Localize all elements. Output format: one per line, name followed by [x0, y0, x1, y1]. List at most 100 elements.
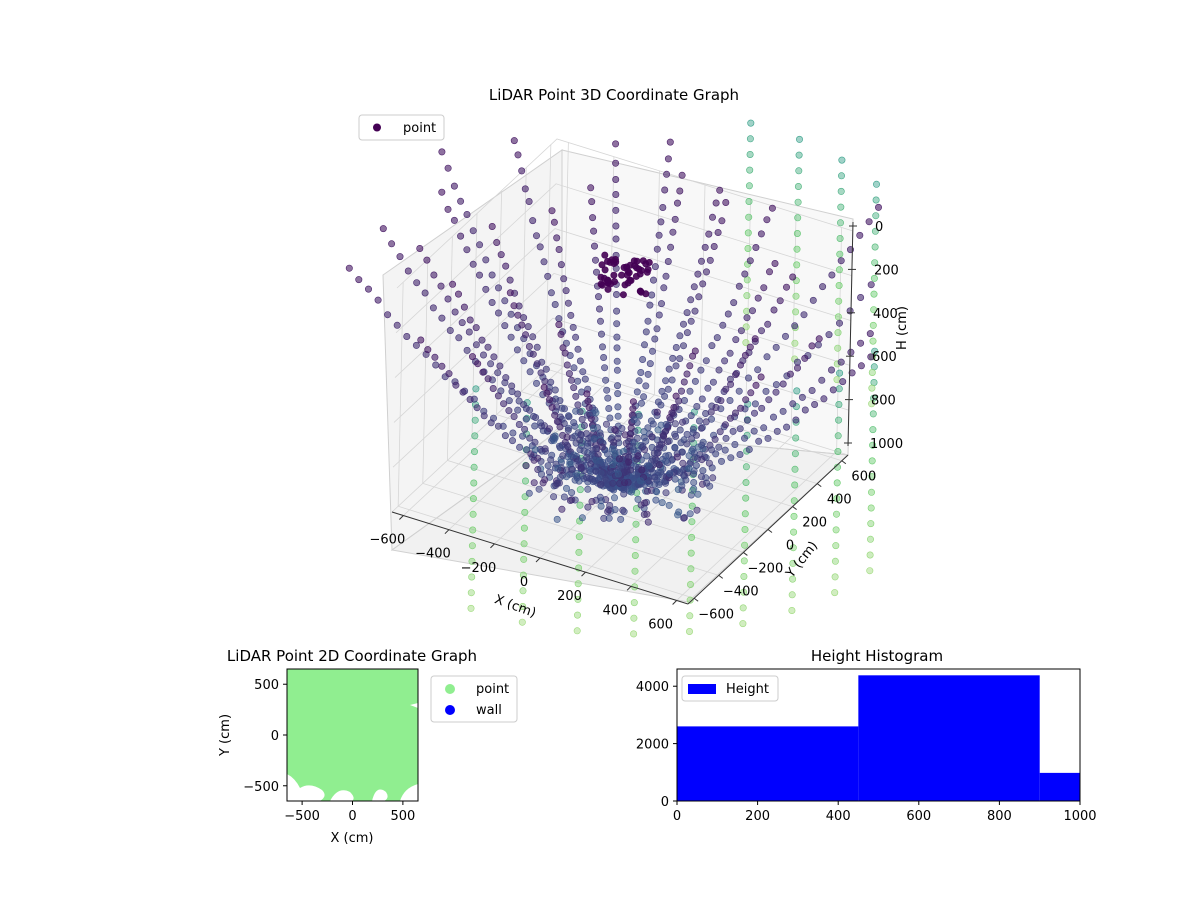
lidar-point	[566, 496, 574, 504]
lidar-point	[602, 376, 610, 384]
lidar-point	[468, 557, 476, 565]
lidar-point	[529, 217, 537, 225]
lidar-point	[555, 442, 563, 450]
lidar-point	[820, 395, 828, 403]
lidar-point	[413, 279, 421, 287]
lidar-point	[638, 466, 646, 474]
lidar-point	[551, 300, 559, 308]
lidar-point	[643, 452, 651, 460]
lidar-point	[793, 358, 801, 366]
lidar-point	[837, 203, 845, 211]
lidar-point	[697, 424, 705, 432]
lidar-point	[867, 353, 875, 361]
lidar-point	[642, 328, 650, 336]
lidar-point	[484, 343, 492, 351]
lidar-point	[589, 409, 597, 417]
lidar-point	[592, 268, 600, 276]
lidar-point	[630, 614, 638, 622]
lidar-point	[782, 283, 790, 291]
y-tick-label-histogram: 2000	[636, 738, 669, 753]
lidar-point	[666, 138, 674, 146]
lidar-point	[497, 251, 505, 259]
lidar-point	[560, 493, 568, 501]
lidar-point	[837, 358, 845, 366]
lidar-point	[835, 416, 843, 424]
lidar-point	[736, 425, 744, 433]
lidar-point	[708, 446, 716, 454]
lidar-point	[711, 435, 719, 443]
lidar-point	[866, 551, 874, 559]
lidar-point	[591, 256, 599, 264]
lidar-point	[566, 458, 574, 466]
lidar-point	[513, 346, 521, 354]
lidar-point	[698, 455, 706, 463]
lidar-point	[651, 263, 659, 271]
z-axis-label: H (cm)	[895, 306, 910, 350]
lidar-point	[750, 427, 758, 435]
lidar-point	[597, 480, 605, 488]
lidar-point	[815, 335, 823, 343]
lidar-point	[473, 404, 481, 412]
lidar-point	[640, 510, 648, 518]
lidar-point	[680, 378, 688, 386]
lidar-point	[438, 314, 446, 322]
lidar-point	[597, 273, 605, 281]
lidar-point	[438, 148, 446, 156]
lidar-point	[811, 400, 819, 408]
lidar-point	[710, 243, 718, 251]
lidar-point	[555, 315, 563, 323]
lidar-point	[871, 243, 879, 251]
lidar-point	[449, 280, 457, 288]
lidar-point	[798, 393, 806, 401]
lidar-point	[678, 448, 686, 456]
lidar-point	[697, 366, 705, 374]
lidar-point	[683, 329, 691, 337]
lidar-point	[713, 334, 721, 342]
lidar-point	[501, 322, 509, 330]
lidar-point	[520, 524, 528, 532]
lidar-point	[471, 416, 479, 424]
lidar-point	[521, 477, 529, 485]
lidar-point	[526, 406, 534, 414]
lidar-point	[632, 536, 640, 544]
lidar-point	[612, 176, 620, 184]
lidar-point	[620, 469, 628, 477]
y-tick-mark	[816, 483, 822, 488]
lidar-point	[627, 488, 635, 496]
lidar-point	[836, 219, 844, 227]
lidar-point	[857, 339, 865, 347]
lidar-point	[659, 204, 667, 212]
lidar-point	[648, 347, 656, 355]
lidar-point	[680, 514, 688, 522]
lidar-point	[432, 361, 440, 369]
lidar-point	[779, 380, 787, 388]
lidar-point	[833, 479, 841, 487]
lidar-point	[625, 458, 633, 466]
lidar-point	[574, 580, 582, 588]
lidar-point	[683, 440, 691, 448]
lidar-point	[789, 559, 797, 567]
lidar-point	[872, 212, 880, 220]
lidar-point	[808, 386, 816, 394]
lidar-point	[594, 293, 602, 301]
lidar-point	[692, 431, 700, 439]
lidar-point	[834, 329, 842, 337]
lidar-point	[836, 250, 844, 258]
lidar-point	[590, 242, 598, 250]
lidar-point	[866, 535, 874, 543]
lidar-point	[553, 234, 561, 242]
lidar-point	[686, 387, 694, 395]
uncovered-region	[287, 774, 325, 801]
lidar-point	[574, 377, 582, 385]
lidar-point	[614, 434, 622, 442]
lidar-point	[686, 580, 694, 588]
lidar-point	[788, 591, 796, 599]
lidar-point	[835, 319, 843, 327]
lidar-point	[522, 415, 530, 423]
z-tick-label: 400	[873, 307, 898, 322]
lidar-point	[659, 431, 667, 439]
lidar-point	[622, 439, 630, 447]
lidar-point	[630, 416, 638, 424]
lidar-point	[494, 392, 502, 400]
